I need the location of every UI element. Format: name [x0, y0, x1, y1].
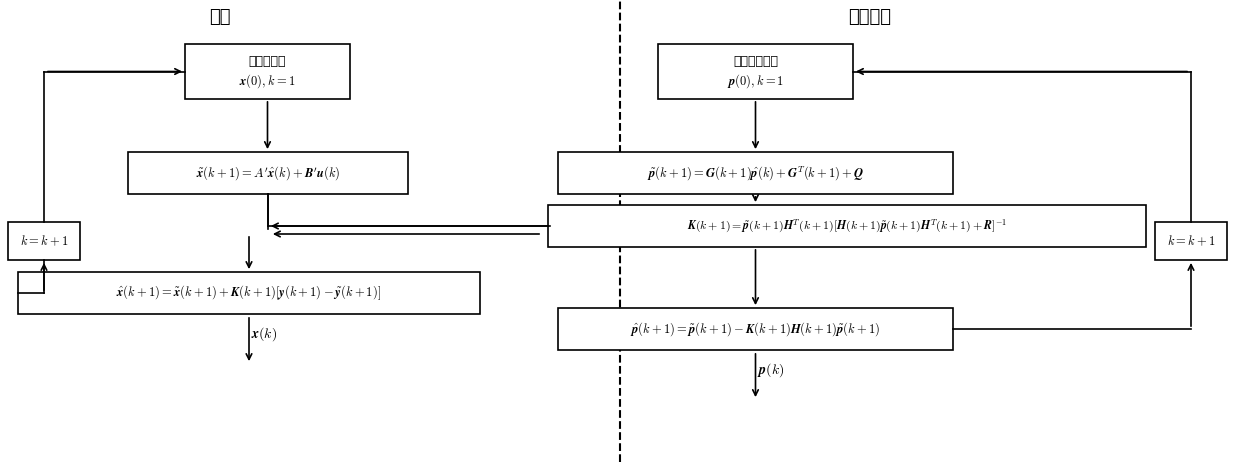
Text: 给出初始值: 给出初始值	[249, 55, 286, 68]
Text: 给出方差初值: 给出方差初值	[733, 55, 777, 68]
Bar	[185, 44, 350, 99]
Bar	[658, 44, 853, 99]
Text: $\boldsymbol{x}(0), k=1$: $\boldsymbol{x}(0), k=1$	[239, 73, 295, 91]
Text: 滤波: 滤波	[210, 8, 231, 26]
Text: $k = k+1$: $k = k+1$	[20, 234, 68, 248]
Text: $\tilde{\boldsymbol{p}}(k+1) = \boldsymbol{G}(k+1)\hat{\boldsymbol{p}}(k) + \bol: $\tilde{\boldsymbol{p}}(k+1) = \boldsymb…	[647, 164, 864, 182]
Bar	[558, 308, 954, 350]
Bar	[1154, 222, 1228, 260]
Bar	[128, 152, 408, 194]
Text: $\boldsymbol{p}(0), k=1$: $\boldsymbol{p}(0), k=1$	[727, 73, 784, 91]
Text: $\boldsymbol{x}(k)$: $\boldsymbol{x}(k)$	[250, 325, 277, 343]
Bar	[19, 272, 480, 314]
Text: $\boldsymbol{K}(k+1) = \tilde{\boldsymbol{p}}(k+1)\boldsymbol{H}^T(k+1)[\boldsym: $\boldsymbol{K}(k+1) = \tilde{\boldsymbo…	[687, 218, 1007, 235]
Text: $\boldsymbol{p}(k)$: $\boldsymbol{p}(k)$	[756, 361, 784, 379]
Bar	[7, 222, 81, 260]
Text: $\hat{\boldsymbol{p}}(k+1) = \tilde{\boldsymbol{p}}(k+1) - \boldsymbol{K}(k+1)\b: $\hat{\boldsymbol{p}}(k+1) = \tilde{\bol…	[630, 320, 880, 338]
Text: 增益计算: 增益计算	[848, 8, 892, 26]
Bar	[548, 205, 1146, 247]
Text: $k = k+1$: $k = k+1$	[1167, 234, 1215, 248]
Text: $\tilde{\boldsymbol{x}}(k+1) = A'\hat{\boldsymbol{x}}(k) + \boldsymbol{B}'\bolds: $\tilde{\boldsymbol{x}}(k+1) = A'\hat{\b…	[196, 164, 340, 182]
Bar	[558, 152, 954, 194]
Text: $\hat{\boldsymbol{x}}(k+1) = \tilde{\boldsymbol{x}}(k+1) + \boldsymbol{K}(k+1)[\: $\hat{\boldsymbol{x}}(k+1) = \tilde{\bol…	[117, 284, 382, 302]
